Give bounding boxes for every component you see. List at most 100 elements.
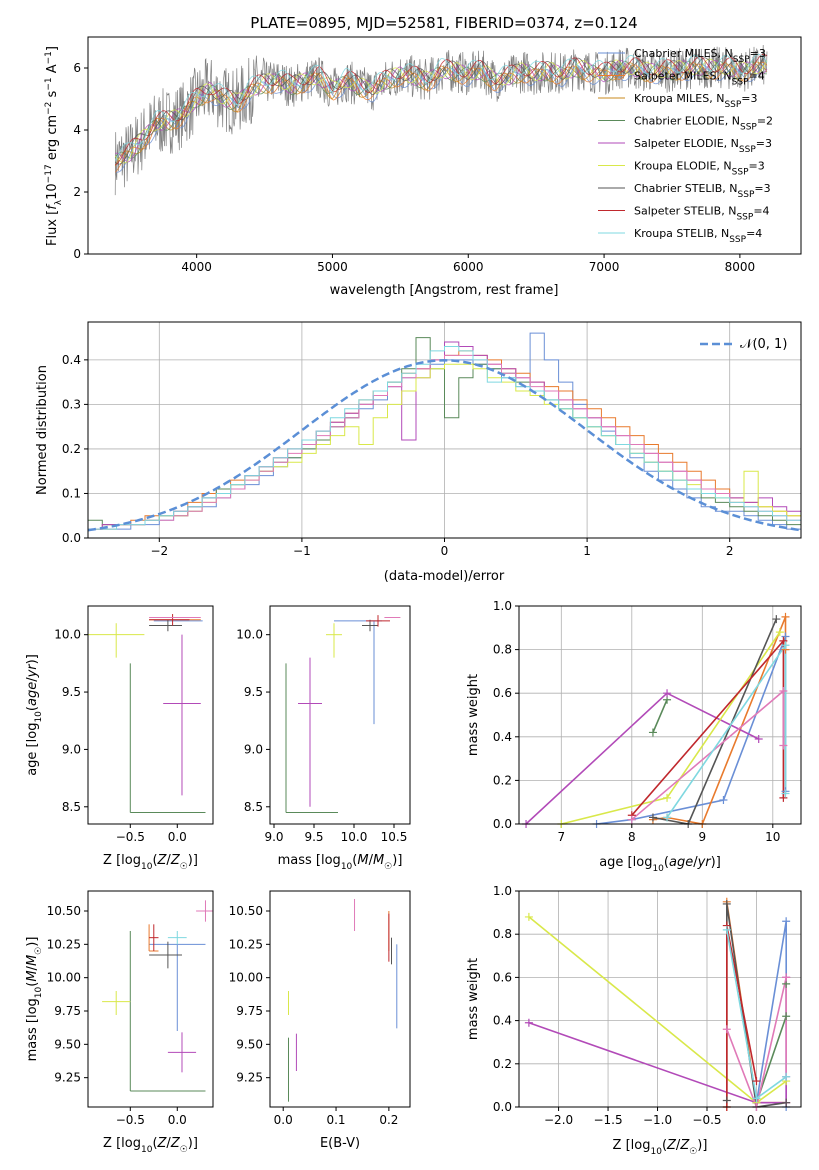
label-part: Kroupa MILES, N xyxy=(634,92,724,105)
spectrum-model-line xyxy=(115,61,768,173)
label-part: SSP xyxy=(739,145,756,155)
y-tick-label: 0.0 xyxy=(493,817,512,831)
y-tick-label: 9.5 xyxy=(62,685,81,699)
weight-line xyxy=(631,689,785,821)
y-tick-label: 9.75 xyxy=(236,1004,263,1018)
x-tick-label: −2 xyxy=(150,544,168,558)
spectrum-model-line xyxy=(114,61,767,159)
x-axis-label: Z [log10(Z/Z☉)] xyxy=(103,853,198,872)
plot-area xyxy=(285,615,401,814)
y-tick-label: 0.2 xyxy=(62,442,81,456)
spectrum-model-line xyxy=(114,54,768,165)
y-tick-label: 10.0 xyxy=(54,628,81,642)
y-tick-label: 0.0 xyxy=(493,1100,512,1114)
y-tick-label: 0.8 xyxy=(493,927,512,941)
label-part: f xyxy=(45,203,60,210)
label-part: / xyxy=(25,965,40,970)
spectrum-model-line xyxy=(114,58,768,164)
label-part: 10 xyxy=(652,864,664,874)
label-part: age [ xyxy=(25,742,40,775)
label-part: Chabrier MILES, N xyxy=(634,47,733,60)
y-tick-label: 10.25 xyxy=(229,937,263,951)
label-part: =3 xyxy=(750,47,766,60)
x-axis-label: Z [log10(Z/Z☉)] xyxy=(103,1136,198,1155)
axes-frame xyxy=(87,321,802,539)
label-part: log xyxy=(631,1138,651,1153)
y-tick-label: 9.5 xyxy=(244,685,263,699)
panel-residuals: −2 −1 0 1 2 0.0 0.1 0.2 0.3 0.4 (data-model)/error… xyxy=(35,321,802,584)
x-tick-label: −1.5 xyxy=(593,1113,622,1127)
x-tick-label: 10 xyxy=(765,830,780,844)
label-part: l xyxy=(648,205,651,218)
x-tick-label: 6000 xyxy=(453,260,484,274)
weight-line xyxy=(726,977,787,1107)
weight-marker xyxy=(779,741,788,750)
label-part: 10 xyxy=(45,183,60,200)
x-tick-label: −1.0 xyxy=(643,1113,672,1127)
y-tick-label: 9.50 xyxy=(54,1037,81,1051)
label-part: mass [ xyxy=(278,853,321,868)
x-tick-label: 0.0 xyxy=(747,1113,766,1127)
normal-curve xyxy=(88,359,801,532)
label-part: =2 xyxy=(757,115,773,128)
label-part: ] xyxy=(45,46,60,51)
weight-marker xyxy=(663,689,672,698)
label-part: ☉ xyxy=(34,947,44,955)
label-part: peter MILES, N xyxy=(651,70,732,83)
weight-marker xyxy=(782,973,791,982)
label-part: =3 xyxy=(756,137,772,150)
y-tick-label: 9.0 xyxy=(244,742,263,756)
label-part: Z [ xyxy=(103,1136,121,1151)
y-tick-label: 4 xyxy=(73,123,81,137)
weight-line xyxy=(652,618,778,824)
x-axis-label: wavelength [Angstrom, rest frame] xyxy=(330,283,559,298)
label-part: / xyxy=(369,853,374,868)
x-tick-label: 2 xyxy=(726,544,734,558)
legend-label: Kroupa MILES, NSSP=3 xyxy=(634,92,758,110)
weight-marker xyxy=(752,1094,761,1103)
label-part: yr xyxy=(697,855,713,870)
axes-frame xyxy=(87,890,214,1108)
weight-marker xyxy=(722,925,731,934)
label-part: SSP xyxy=(729,235,746,245)
weight-marker xyxy=(782,1098,791,1107)
x-axis-label: (data-model)/error xyxy=(384,569,505,584)
label-part: )] xyxy=(188,1136,198,1151)
y-tick-label: 9.25 xyxy=(236,1071,263,1085)
x-tick-label: 0 xyxy=(441,544,449,558)
label-part: M xyxy=(25,955,40,966)
x-tick-label: 4000 xyxy=(181,260,212,274)
label-part: Sa xyxy=(634,70,648,83)
x-tick-label: 0.2 xyxy=(379,1113,398,1127)
x-tick-label: 0.0 xyxy=(168,1113,187,1127)
label-part: =4 xyxy=(753,205,769,218)
label-part: SSP xyxy=(732,78,749,88)
label-part: Sa xyxy=(634,205,648,218)
label-part: 10 xyxy=(34,986,44,998)
panel-age-vs-z: −0.5 0.08.59.09.510.0Z [log10(Z/Z☉)]age [… xyxy=(25,605,214,872)
y-tick-label: 9.75 xyxy=(54,1004,81,1018)
label-part: =4 xyxy=(749,70,765,83)
x-tick-label: 5000 xyxy=(317,260,348,274)
label-part: E(B-V) xyxy=(320,1136,360,1151)
y-tick-label: 10.25 xyxy=(47,937,81,951)
y-tick-label: 0.2 xyxy=(493,1057,512,1071)
x-tick-label: 9.0 xyxy=(264,830,283,844)
y-tick-label: 10.50 xyxy=(47,904,81,918)
weight-marker xyxy=(782,1012,791,1021)
weight-marker xyxy=(781,789,790,798)
y-tick-label: 0 xyxy=(73,247,81,261)
label-part: λ xyxy=(54,199,64,205)
x-tick-label: 7 xyxy=(557,830,565,844)
weight-marker xyxy=(524,1018,533,1027)
label-part: 10 xyxy=(341,862,353,872)
weight-marker xyxy=(772,615,781,624)
label-part: yr xyxy=(25,663,40,679)
label-part: / xyxy=(676,1138,681,1153)
label-part: age [ xyxy=(599,855,632,870)
weight-marker xyxy=(782,1072,791,1081)
weight-marker xyxy=(775,628,784,637)
y-tick-label: 0.8 xyxy=(493,643,512,657)
label-part: )] xyxy=(25,937,40,947)
label-part: l xyxy=(648,70,651,83)
